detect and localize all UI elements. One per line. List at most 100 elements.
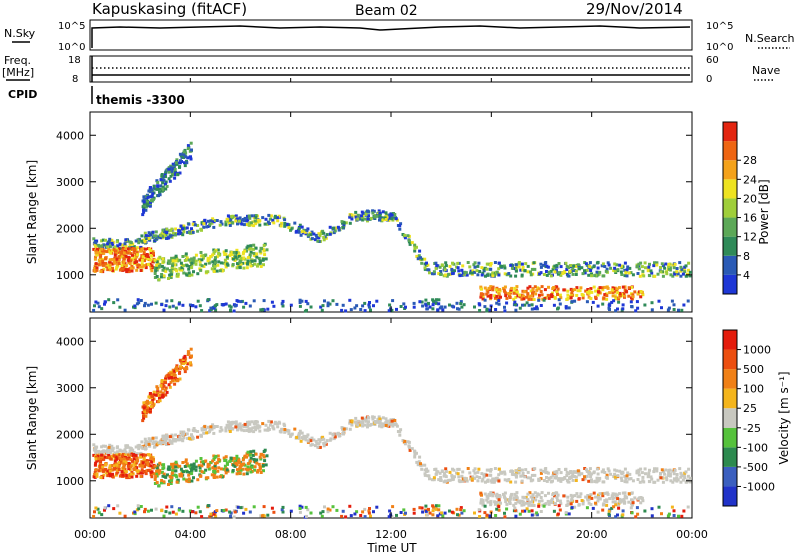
heatmap-cell xyxy=(617,297,620,301)
heatmap-cell xyxy=(530,307,534,311)
heatmap-cell xyxy=(163,475,167,478)
heatmap-cell xyxy=(175,368,179,372)
heatmap-cell xyxy=(583,261,587,264)
heatmap-cell xyxy=(323,299,326,303)
heatmap-cell xyxy=(413,455,417,459)
heatmap-cell xyxy=(289,227,293,231)
heatmap-cell xyxy=(178,258,182,262)
heatmap-cell xyxy=(172,267,176,271)
heatmap-cell xyxy=(485,498,489,502)
heatmap-cell xyxy=(204,253,208,257)
heatmap-cell xyxy=(235,266,239,270)
heatmap-cell xyxy=(605,297,609,301)
heatmap-cell xyxy=(538,499,541,503)
heatmap-cell xyxy=(153,234,156,238)
heatmap-cell xyxy=(248,304,252,308)
heatmap-cell xyxy=(596,510,600,514)
heatmap-cell xyxy=(595,270,599,274)
heatmap-cell xyxy=(167,259,171,263)
heatmap-cell xyxy=(601,302,605,306)
heatmap-cell xyxy=(663,266,667,270)
heatmap-cell xyxy=(256,470,259,474)
heatmap-cell xyxy=(100,239,104,243)
heatmap-cell xyxy=(573,475,577,478)
heatmap-cell xyxy=(491,271,495,275)
heatmap-cell xyxy=(159,384,163,388)
heatmap-cell xyxy=(477,508,481,512)
heatmap-cell xyxy=(283,222,287,225)
heatmap-cell xyxy=(151,397,155,401)
heatmap-cell xyxy=(150,475,154,479)
heatmap-cell xyxy=(491,492,495,496)
heatmap-cell xyxy=(234,420,238,424)
heatmap-cell xyxy=(623,500,627,504)
heatmap-cell xyxy=(485,262,489,266)
heatmap-cell xyxy=(102,249,106,253)
heatmap-cell xyxy=(178,473,182,477)
heatmap-cell xyxy=(153,440,156,444)
heatmap-cell xyxy=(271,424,275,428)
heatmap-cell xyxy=(594,501,597,505)
heatmap-cell xyxy=(222,303,226,306)
heatmap-cell xyxy=(133,463,137,467)
heatmap-cell xyxy=(600,264,604,268)
heatmap-cell xyxy=(410,447,414,451)
heatmap-cell xyxy=(581,296,585,300)
heatmap-cell xyxy=(518,293,521,297)
heatmap-cell xyxy=(229,424,233,428)
heatmap-cell xyxy=(183,367,186,371)
heatmap-cell xyxy=(517,261,521,264)
heatmap-cell xyxy=(173,439,177,443)
heatmap-cell xyxy=(350,419,354,423)
heatmap-cell xyxy=(627,500,631,504)
heatmap-cell xyxy=(443,471,446,475)
heatmap-cell xyxy=(514,471,518,475)
heatmap-cell xyxy=(585,263,589,267)
heatmap-cell xyxy=(209,461,213,464)
heatmap-cell xyxy=(139,505,143,508)
heatmap-cell xyxy=(588,471,592,475)
heatmap-cell xyxy=(174,227,178,231)
heatmap-cell xyxy=(342,221,346,225)
heatmap-cell xyxy=(501,286,505,290)
heatmap-cell xyxy=(126,258,130,262)
heatmap-cell xyxy=(406,234,410,238)
heatmap-cell xyxy=(468,265,472,269)
heatmap-cell xyxy=(639,467,643,471)
heatmap-cell xyxy=(557,477,561,481)
heatmap-cell xyxy=(323,505,326,509)
heatmap-cell xyxy=(553,476,557,480)
heatmap-cell xyxy=(112,454,116,458)
heatmap-cell xyxy=(157,484,161,488)
heatmap-cell xyxy=(639,290,643,294)
heatmap-cell xyxy=(590,478,594,482)
heatmap-cell xyxy=(257,425,261,429)
heatmap-cell xyxy=(167,277,170,280)
heatmap-cell xyxy=(158,190,161,194)
heatmap-cell xyxy=(140,247,144,251)
heatmap-cell xyxy=(515,290,519,294)
heatmap-cell xyxy=(266,513,270,517)
heatmap-cell xyxy=(168,385,172,389)
heatmap-cell xyxy=(465,273,469,277)
heatmap-cell xyxy=(258,261,262,265)
heatmap-cell xyxy=(652,470,656,474)
heatmap-cell xyxy=(279,430,283,434)
heatmap-cell xyxy=(188,471,192,474)
heatmap-cell xyxy=(100,455,104,459)
heatmap-cell xyxy=(200,309,204,313)
heatmap-cell xyxy=(175,364,179,368)
heatmap-cell xyxy=(543,288,547,292)
heatmap-cell xyxy=(231,263,235,266)
heatmap-cell xyxy=(236,299,240,303)
heatmap-cell xyxy=(590,290,594,294)
heatmap-cell xyxy=(143,304,146,308)
heatmap-cell xyxy=(272,510,276,514)
power-colorbar-tick: 12 xyxy=(743,231,757,244)
heatmap-cell xyxy=(481,294,485,298)
heatmap-cell xyxy=(637,262,641,266)
heatmap-cell xyxy=(570,300,574,304)
heatmap-cell xyxy=(126,247,130,251)
heatmap-cell xyxy=(667,473,671,477)
heatmap-cell xyxy=(659,476,663,480)
